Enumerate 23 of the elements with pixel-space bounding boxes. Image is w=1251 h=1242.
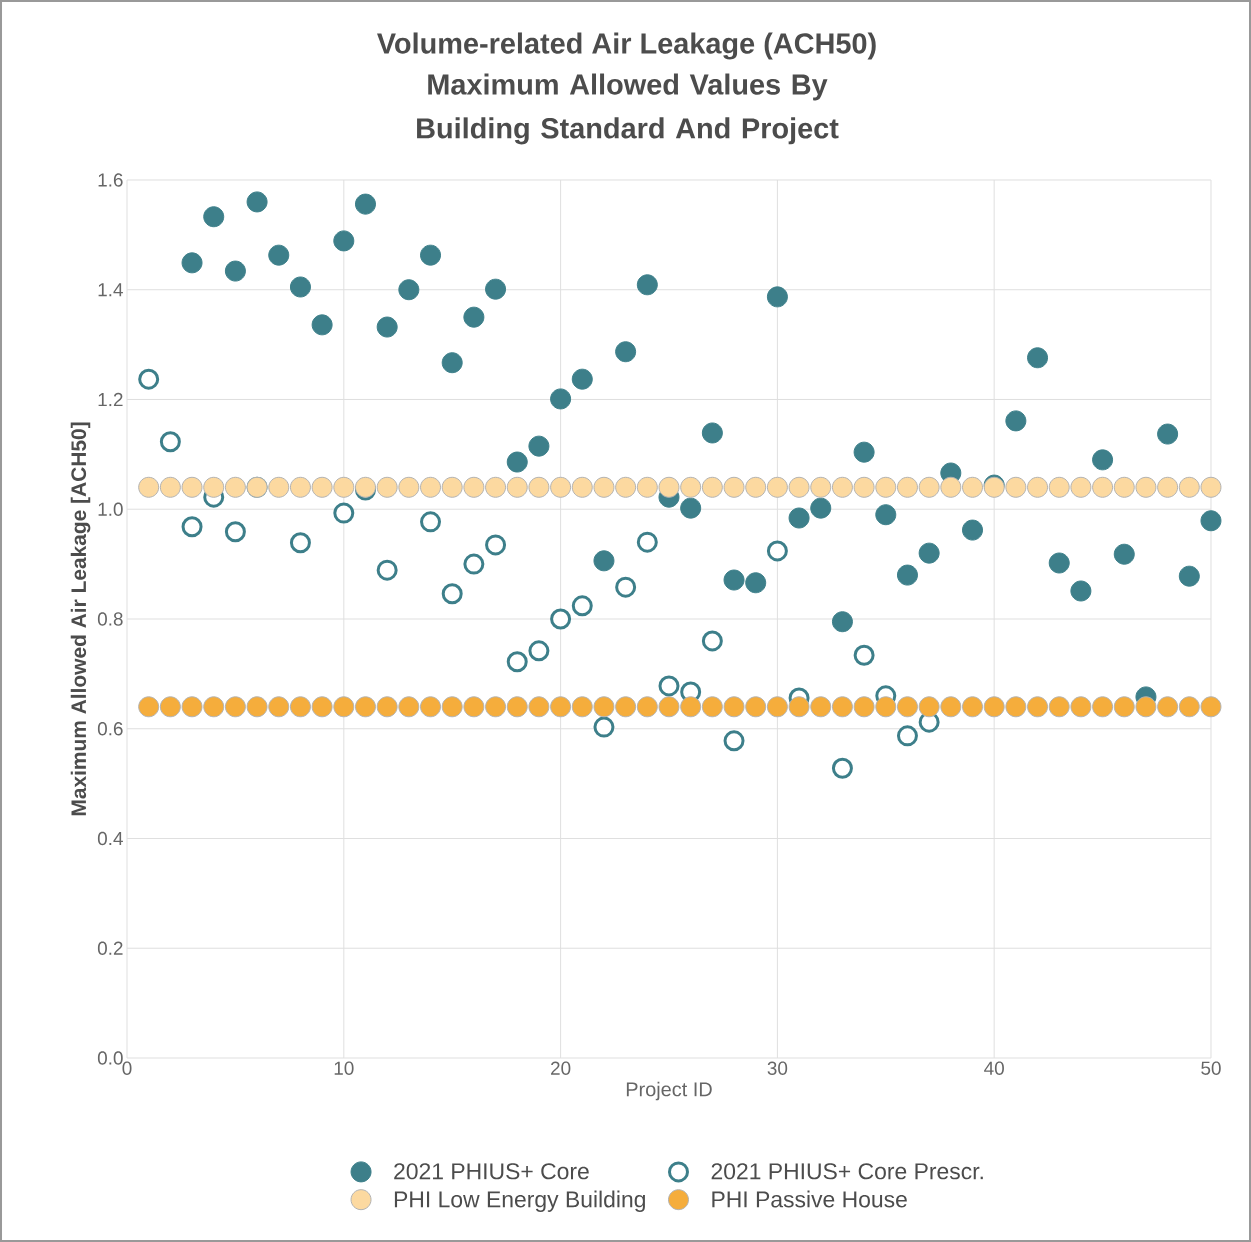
chart-title: Volume-related Air Leakage (ACH50)	[377, 32, 876, 60]
y-tick-label: 0.4	[97, 831, 123, 846]
x-tick-label: 20	[551, 1061, 571, 1075]
y-tick-label: 1.6	[98, 173, 123, 187]
x-tick-label: 0	[122, 1061, 132, 1075]
y-tick-label: 0.8	[97, 612, 123, 626]
legend-label: PHI Low Energy Building	[394, 1190, 645, 1212]
legend-label: 2021 PHIUS+ Core Prescr.	[711, 1163, 983, 1180]
x-axis-title: Project ID	[626, 1081, 712, 1101]
x-tick-label: 40	[984, 1061, 1004, 1075]
y-tick-label: 1.2	[98, 392, 123, 407]
y-tick-label: 0.0	[97, 1051, 123, 1065]
chart-subtitle: Maximum Allowed Values By Building Standard And Project	[417, 73, 839, 145]
x-tick-label: 30	[767, 1061, 788, 1075]
y-tick-label: 1.0	[98, 502, 123, 516]
legend-label: PHI Passive House	[712, 1190, 907, 1208]
y-axis-title: Maximum Allowed Air Leakage [ACH50]	[70, 422, 91, 816]
y-tick-label: 0.2	[97, 941, 123, 955]
y-tick-label: 0.6	[97, 722, 123, 736]
x-tick-label: 10	[334, 1061, 354, 1075]
x-tick-label: 50	[1201, 1061, 1221, 1075]
legend-label: 2021 PHIUS+ Core	[394, 1163, 589, 1180]
y-tick-label: 1.4	[98, 283, 123, 297]
